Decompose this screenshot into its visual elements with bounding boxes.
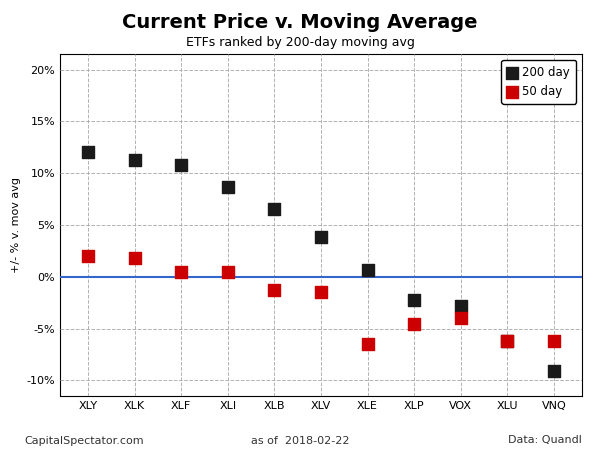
200 day [316,234,326,241]
50 day [223,268,233,275]
50 day [503,338,512,345]
50 day [456,315,466,322]
50 day [176,268,186,275]
50 day [83,252,93,260]
200 day [223,183,233,190]
200 day [549,368,559,375]
200 day [363,266,373,273]
Legend: 200 day, 50 day: 200 day, 50 day [501,60,576,104]
200 day [409,296,419,303]
Text: Current Price v. Moving Average: Current Price v. Moving Average [122,14,478,32]
50 day [363,341,373,348]
Text: Data: Quandl: Data: Quandl [508,436,582,446]
200 day [130,156,139,163]
200 day [83,149,93,156]
200 day [176,161,186,168]
50 day [549,338,559,345]
Text: ETFs ranked by 200-day moving avg: ETFs ranked by 200-day moving avg [185,36,415,49]
50 day [409,321,419,328]
200 day [269,206,279,213]
Text: as of  2018-02-22: as of 2018-02-22 [251,436,349,446]
Y-axis label: +/- % v. mov avg: +/- % v. mov avg [11,177,21,273]
50 day [269,287,279,294]
Text: CapitalSpectator.com: CapitalSpectator.com [24,436,143,446]
200 day [503,338,512,345]
50 day [130,255,139,262]
50 day [316,289,326,296]
200 day [456,302,466,310]
